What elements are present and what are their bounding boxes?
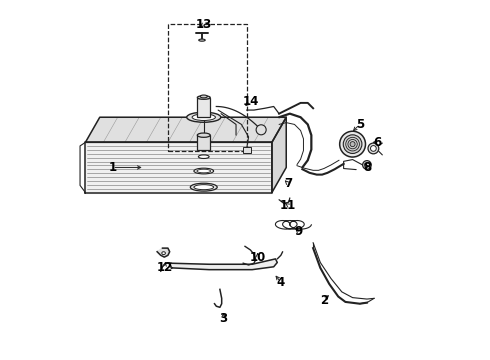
Ellipse shape	[194, 185, 214, 190]
Ellipse shape	[340, 131, 366, 157]
Polygon shape	[272, 117, 286, 193]
Text: 10: 10	[249, 251, 266, 264]
Ellipse shape	[197, 169, 211, 173]
Bar	[197, 135, 210, 149]
Polygon shape	[85, 142, 272, 193]
Text: 8: 8	[363, 161, 371, 174]
Ellipse shape	[198, 155, 209, 158]
Bar	[243, 147, 251, 153]
Ellipse shape	[370, 145, 376, 151]
Ellipse shape	[190, 183, 217, 191]
Text: 3: 3	[220, 311, 227, 325]
Bar	[197, 98, 210, 117]
Ellipse shape	[199, 39, 205, 41]
Ellipse shape	[343, 135, 362, 153]
Polygon shape	[85, 117, 286, 142]
Text: 7: 7	[284, 177, 292, 190]
Text: 12: 12	[156, 261, 172, 274]
Bar	[168, 24, 247, 151]
Ellipse shape	[187, 112, 221, 122]
Text: 2: 2	[320, 294, 328, 307]
Ellipse shape	[368, 143, 379, 154]
Ellipse shape	[162, 252, 166, 255]
Text: 11: 11	[280, 199, 296, 212]
Ellipse shape	[363, 161, 371, 169]
Polygon shape	[170, 259, 277, 270]
Text: 9: 9	[294, 225, 303, 238]
Text: 1: 1	[108, 161, 117, 174]
Circle shape	[256, 125, 266, 135]
Polygon shape	[157, 248, 170, 257]
Text: 5: 5	[356, 118, 364, 131]
Ellipse shape	[197, 133, 210, 137]
Ellipse shape	[197, 96, 210, 99]
Ellipse shape	[365, 163, 369, 167]
Ellipse shape	[192, 114, 216, 121]
Ellipse shape	[200, 95, 207, 98]
Text: 4: 4	[277, 276, 285, 289]
Text: 14: 14	[242, 95, 259, 108]
Ellipse shape	[194, 168, 214, 174]
Text: 6: 6	[373, 136, 382, 149]
Ellipse shape	[350, 141, 355, 147]
Text: 13: 13	[196, 18, 212, 31]
